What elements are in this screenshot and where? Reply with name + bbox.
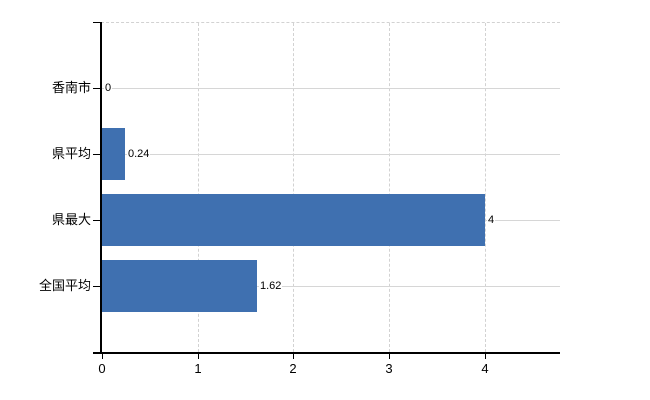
y-axis-tick bbox=[93, 22, 101, 23]
y-axis-tick bbox=[93, 154, 101, 155]
x-axis-tick bbox=[485, 354, 486, 359]
value-label: 1.62 bbox=[259, 280, 283, 293]
vertical-gridline bbox=[293, 23, 294, 352]
y-axis bbox=[100, 22, 102, 354]
category-label: 県平均 bbox=[51, 146, 91, 161]
bar bbox=[102, 128, 125, 180]
x-axis-tick bbox=[102, 354, 103, 359]
x-tick-label: 4 bbox=[481, 361, 489, 376]
horizontal-gridline bbox=[102, 88, 560, 89]
x-axis-tick bbox=[293, 354, 294, 359]
horizontal-gridline bbox=[102, 286, 560, 287]
bar bbox=[102, 194, 485, 246]
x-axis-tick bbox=[198, 354, 199, 359]
y-axis-tick bbox=[93, 286, 101, 287]
x-axis-tick bbox=[389, 354, 390, 359]
category-label: 全国平均 bbox=[38, 278, 91, 293]
plot-top-border bbox=[101, 22, 560, 23]
bar bbox=[102, 260, 257, 312]
y-axis-tick bbox=[93, 220, 101, 221]
vertical-gridline bbox=[485, 23, 486, 352]
category-label: 県最大 bbox=[51, 212, 91, 227]
vertical-gridline bbox=[389, 23, 390, 352]
category-label: 香南市 bbox=[51, 80, 91, 95]
value-label: 0 bbox=[104, 82, 113, 95]
x-tick-label: 1 bbox=[194, 361, 202, 376]
x-tick-label: 2 bbox=[289, 361, 297, 376]
x-tick-label: 0 bbox=[98, 361, 106, 376]
y-axis-tick bbox=[93, 88, 101, 89]
value-label: 4 bbox=[487, 214, 496, 227]
value-label: 0.24 bbox=[127, 148, 151, 161]
x-tick-label: 3 bbox=[385, 361, 393, 376]
vertical-gridline bbox=[198, 23, 199, 352]
horizontal-gridline bbox=[102, 154, 560, 155]
x-axis bbox=[93, 352, 560, 354]
